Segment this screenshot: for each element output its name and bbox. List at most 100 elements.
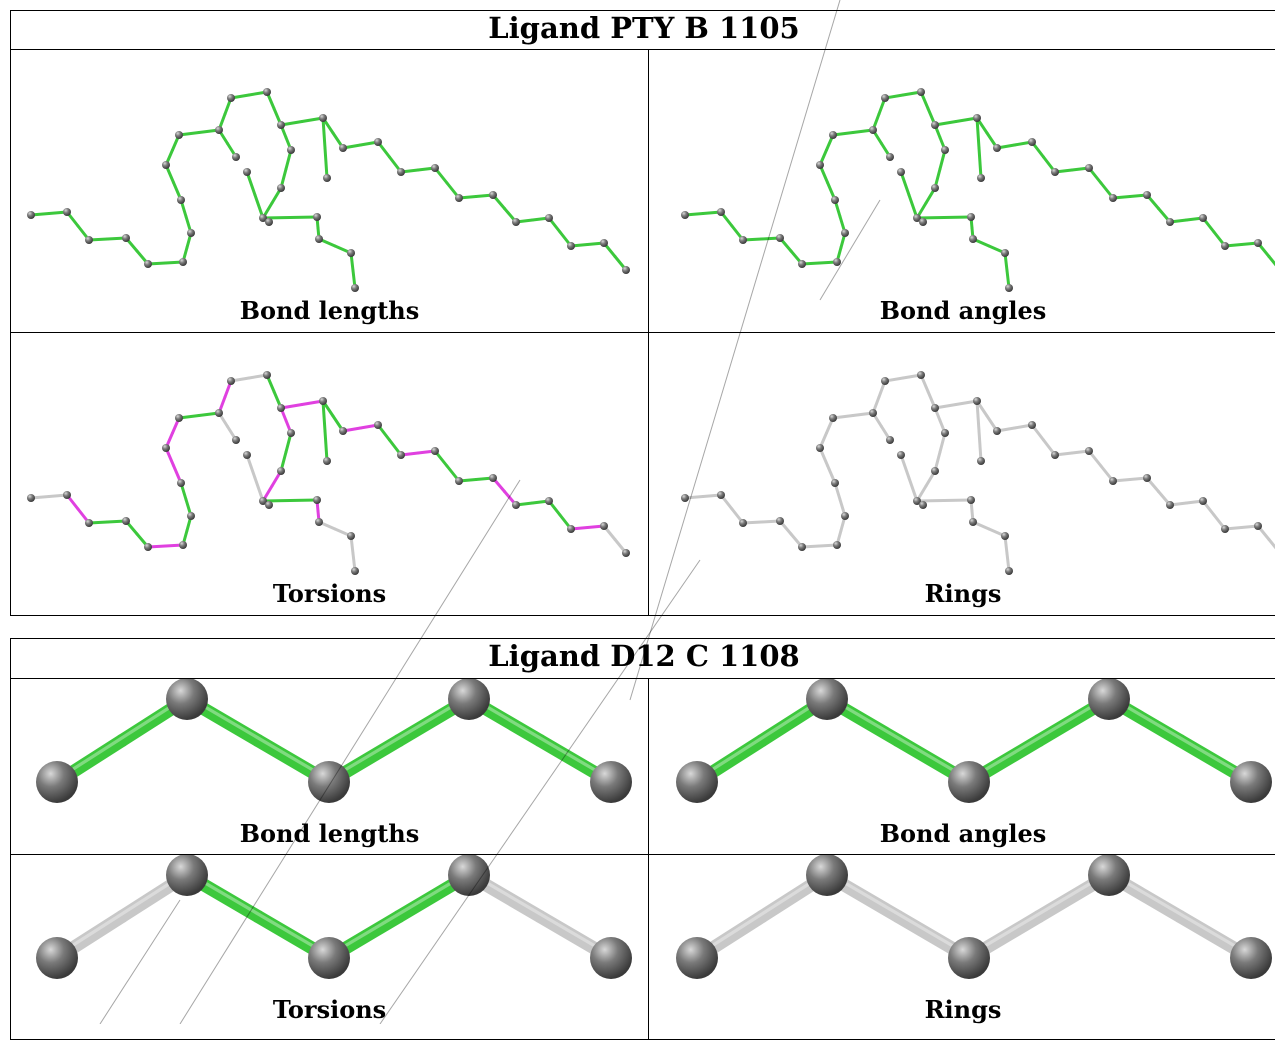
- atom-17: [1051, 168, 1059, 176]
- pty-molecule-bond-angles: [681, 88, 1275, 292]
- pty-caption-bond-lengths: Bond lengths: [239, 296, 420, 325]
- ligand-d12-row-divider: [11, 854, 1275, 855]
- atom-11: [227, 377, 235, 385]
- atom-8: [162, 444, 170, 452]
- atom-24: [600, 522, 608, 530]
- bond-highlight-2: [968, 871, 1110, 957]
- pty-caption-bond-angles: Bond angles: [879, 296, 1047, 325]
- atom-9: [175, 131, 183, 139]
- atom-13: [277, 121, 285, 129]
- pty-molecule-rings: [681, 371, 1275, 575]
- pty-panel-rings: Rings: [649, 333, 1275, 615]
- atom-14: [973, 114, 981, 122]
- atom-24: [600, 239, 608, 247]
- atom-28: [287, 146, 295, 154]
- atom-31: [243, 451, 251, 459]
- atom-16: [1028, 138, 1036, 146]
- atom-32: [919, 501, 927, 509]
- atom-27: [323, 174, 331, 182]
- atom-36: [351, 284, 359, 292]
- atom-32: [265, 501, 273, 509]
- bond-26-half-1: [977, 146, 983, 180]
- atom-14: [319, 397, 327, 405]
- atom-7: [831, 479, 839, 487]
- atom-30: [913, 214, 921, 222]
- atom-26: [232, 153, 240, 161]
- atom-17: [397, 451, 405, 459]
- ligand-pty-col-divider: [648, 49, 649, 615]
- bond-24-half-1: [1267, 538, 1275, 550]
- atom-0: [36, 937, 78, 979]
- atom-27: [323, 457, 331, 465]
- bond-30-half-0: [907, 476, 919, 503]
- atom-20: [489, 474, 497, 482]
- bond-highlight-1: [826, 694, 970, 781]
- d12-panel-torsions: Torsions: [11, 855, 648, 1039]
- atom-2: [948, 937, 990, 979]
- bond-26-half-0: [321, 116, 327, 150]
- bond-highlight-2: [328, 695, 470, 781]
- atom-29: [277, 184, 285, 192]
- bond-30-half-0: [253, 476, 265, 503]
- atom-23: [1221, 525, 1229, 533]
- atom-19: [455, 477, 463, 485]
- bond-26-half-0: [321, 399, 327, 433]
- atom-2: [739, 519, 747, 527]
- atom-19: [1109, 194, 1117, 202]
- atom-1: [63, 491, 71, 499]
- atom-32: [919, 218, 927, 226]
- atom-13: [931, 121, 939, 129]
- bond-highlight-3: [468, 694, 612, 781]
- atom-18: [431, 164, 439, 172]
- bond-26-half-0: [975, 116, 981, 150]
- atom-3: [776, 234, 784, 242]
- atom-36: [1005, 567, 1013, 575]
- atom-36: [351, 567, 359, 575]
- atom-2: [308, 937, 350, 979]
- atom-12: [917, 88, 925, 96]
- atom-24: [1254, 239, 1262, 247]
- atom-19: [1109, 477, 1117, 485]
- atom-34: [969, 235, 977, 243]
- ligand-pty-title: Ligand PTY B 1105: [488, 11, 800, 45]
- atom-33: [967, 213, 975, 221]
- atom-26: [232, 436, 240, 444]
- atom-4: [590, 761, 632, 803]
- atom-10: [869, 409, 877, 417]
- atom-0: [36, 761, 78, 803]
- bond-highlight-1: [826, 870, 970, 957]
- atom-26: [886, 153, 894, 161]
- atom-30: [259, 497, 267, 505]
- atom-16: [1028, 421, 1036, 429]
- bond-32-half-0: [261, 216, 292, 220]
- bond-32-half-1: [288, 215, 319, 219]
- ligand-pty-title-divider: [11, 49, 1275, 50]
- atom-7: [177, 196, 185, 204]
- bond-32-half-0: [915, 216, 946, 220]
- atom-22: [545, 497, 553, 505]
- atom-5: [833, 541, 841, 549]
- atom-35: [1001, 532, 1009, 540]
- atom-4: [144, 260, 152, 268]
- atom-27: [977, 457, 985, 465]
- atom-6: [187, 512, 195, 520]
- atom-13: [931, 404, 939, 412]
- atom-20: [1143, 191, 1151, 199]
- bond-highlight-0: [696, 695, 828, 781]
- atom-36: [1005, 284, 1013, 292]
- pty-panel-bond-lengths: Bond lengths: [11, 50, 648, 332]
- pty-molecule-bond-lengths: [27, 88, 630, 292]
- atom-28: [287, 429, 295, 437]
- atom-4: [590, 937, 632, 979]
- pty-molecule-torsions: [27, 371, 630, 575]
- atom-1: [806, 855, 848, 896]
- atom-14: [319, 114, 327, 122]
- atom-0: [681, 211, 689, 219]
- atom-17: [1051, 451, 1059, 459]
- atom-3: [448, 855, 490, 896]
- atom-15: [993, 427, 1001, 435]
- atom-10: [215, 409, 223, 417]
- atom-0: [676, 761, 718, 803]
- atom-16: [374, 421, 382, 429]
- atom-2: [85, 519, 93, 527]
